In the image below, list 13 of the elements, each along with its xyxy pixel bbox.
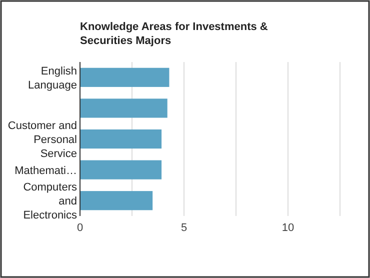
chart-title: Knowledge Areas for Investments & Securities Majors bbox=[80, 21, 268, 47]
x-tick-label: 0 bbox=[76, 222, 84, 234]
bar bbox=[80, 68, 170, 87]
bar bbox=[80, 191, 153, 210]
y-tick-label: Computers and Electronics bbox=[23, 182, 78, 222]
bar bbox=[80, 129, 162, 149]
bar bbox=[80, 160, 162, 180]
bar bbox=[80, 98, 168, 118]
y-tick-label: Customer and Personal Service bbox=[8, 120, 77, 160]
x-tick-label: 10 bbox=[282, 222, 294, 234]
y-tick-label: English Language bbox=[28, 65, 77, 92]
y-tick-label: Mathemati… bbox=[14, 164, 77, 177]
x-tick-label: 5 bbox=[180, 222, 188, 234]
